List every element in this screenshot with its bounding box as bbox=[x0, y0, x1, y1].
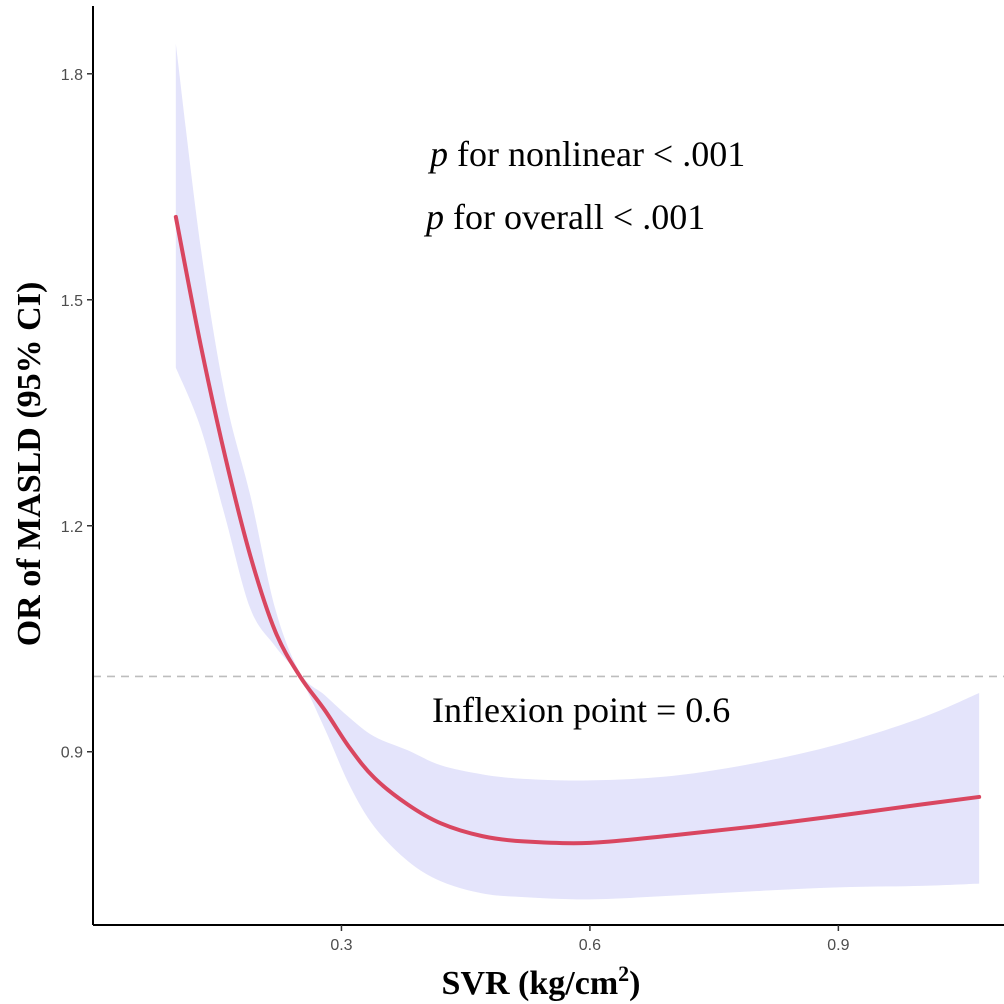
tick-layer: 0.3 0.6 0.9 0.9 1.2 1.5 1.8 bbox=[61, 67, 850, 954]
y-tick-label: 1.8 bbox=[61, 67, 83, 84]
y-tick-label: 0.9 bbox=[61, 745, 83, 762]
x-axis-title-sup: 2 bbox=[618, 961, 629, 986]
x-tick-label: 0.3 bbox=[330, 937, 352, 954]
p-nonlinear-annotation: p for nonlinear < .001 bbox=[427, 134, 745, 174]
y-tick-label: 1.5 bbox=[61, 293, 83, 310]
y-axis-title: OR of MASLD (95% CI) bbox=[11, 282, 48, 647]
ci-band bbox=[175, 43, 980, 900]
x-axis-title-text: SVR (kg/cm bbox=[442, 965, 619, 1002]
x-tick-label: 0.6 bbox=[579, 937, 601, 954]
p-nonlinear-text: for nonlinear < .001 bbox=[448, 134, 745, 174]
inflexion-annotation: Inflexion point = 0.6 bbox=[432, 690, 730, 730]
x-axis-title-close: ) bbox=[629, 965, 640, 1002]
p-overall-annotation: p for overall < .001 bbox=[423, 197, 705, 237]
p-overall-p: p bbox=[423, 197, 444, 237]
p-overall-text: for overall < .001 bbox=[444, 197, 705, 237]
y-tick-label: 1.2 bbox=[61, 519, 83, 536]
p-nonlinear-p: p bbox=[427, 134, 448, 174]
x-axis-title: SVR (kg/cm2) bbox=[442, 961, 641, 1002]
ci-band-layer bbox=[175, 43, 980, 900]
or-curve-line bbox=[173, 214, 982, 846]
x-tick-label: 0.9 bbox=[827, 937, 849, 954]
line-layer bbox=[173, 214, 982, 846]
